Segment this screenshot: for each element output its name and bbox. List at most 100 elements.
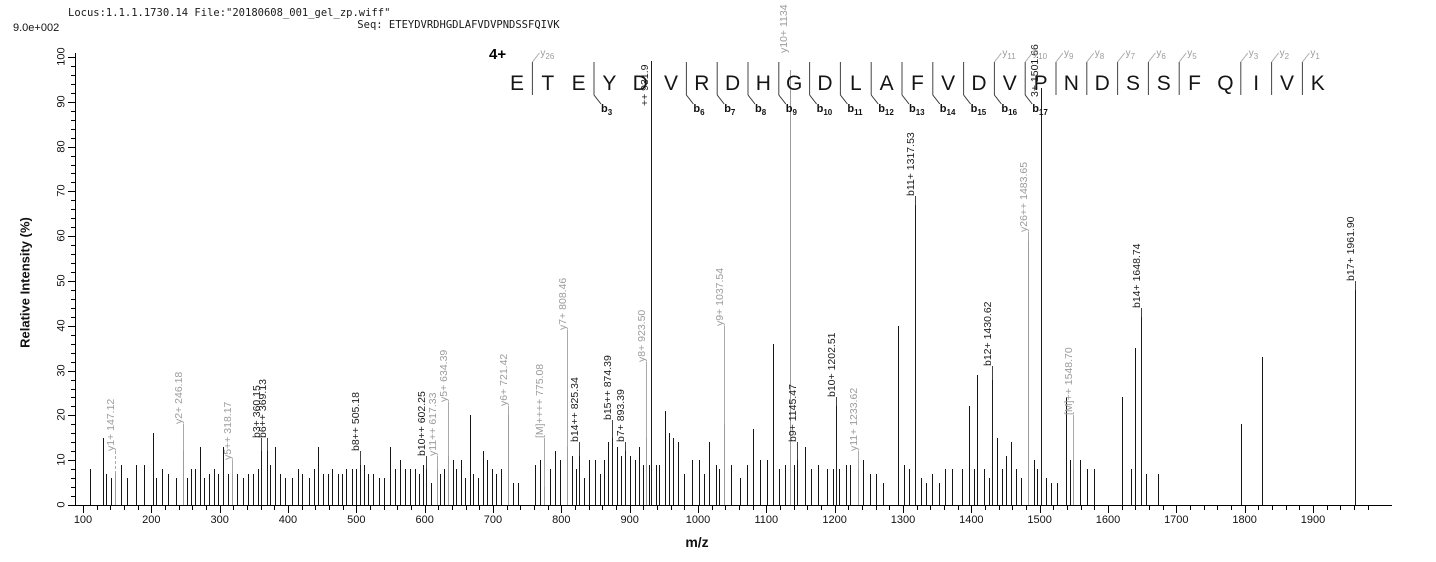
x-axis-tick	[328, 506, 330, 510]
b-ion-tag-9: b9	[785, 103, 797, 118]
peak	[1069, 460, 1071, 505]
b-ion-tag-10: b10	[816, 103, 833, 118]
peak	[195, 469, 197, 505]
b-ion-tag-17: b17	[1032, 103, 1048, 118]
peak-b	[1040, 88, 1042, 505]
x-axis-tick	[369, 506, 371, 510]
label-leader-line	[544, 437, 546, 488]
x-axis-tick	[615, 506, 617, 510]
x-axis-tick	[506, 506, 508, 510]
y-axis-tick	[68, 146, 75, 148]
peak	[464, 478, 466, 505]
peak-y	[182, 451, 184, 505]
x-axis-tick	[410, 506, 412, 510]
peak	[1021, 478, 1023, 505]
peak	[620, 455, 622, 505]
peak	[608, 442, 610, 505]
peak	[208, 473, 210, 505]
peak	[419, 473, 421, 505]
y-axis-tick	[68, 191, 75, 193]
y-axis-tick	[71, 83, 75, 85]
peak	[1045, 478, 1047, 505]
x-axis-tick	[656, 506, 658, 510]
label-leader-line	[645, 361, 647, 438]
peak	[1016, 469, 1018, 505]
peak	[247, 473, 249, 505]
peak	[583, 478, 585, 505]
x-axis-tick	[315, 506, 317, 510]
x-axis-tick	[1135, 506, 1137, 510]
x-axis-tick	[1012, 506, 1014, 510]
x-axis-tick	[342, 506, 344, 510]
x-axis-tick	[643, 506, 645, 510]
peak	[1006, 455, 1008, 505]
peak	[794, 464, 796, 505]
peak	[604, 460, 606, 505]
y-ion-tag-10: y10	[1033, 48, 1048, 61]
x-axis-tick	[397, 506, 399, 510]
x-axis-tick	[1025, 506, 1027, 510]
x-axis-tick	[123, 506, 125, 510]
x-axis-tick	[1326, 506, 1328, 510]
x-axis-tick	[1176, 506, 1178, 513]
peak-M	[544, 487, 546, 505]
peak	[351, 469, 353, 505]
x-axis-tick	[233, 506, 235, 510]
label-leader-line	[266, 437, 268, 452]
peak	[555, 451, 557, 505]
peak	[440, 473, 442, 505]
x-axis-tick	[520, 506, 522, 510]
peak-y	[567, 446, 569, 505]
y-axis-tick	[71, 424, 75, 426]
y-axis-tick	[71, 245, 75, 247]
y-axis-tick	[71, 227, 75, 229]
peak	[430, 482, 432, 505]
residue-23: F	[1188, 72, 1201, 95]
peak	[643, 464, 645, 505]
x-axis-tick	[629, 506, 631, 513]
peak	[784, 464, 786, 505]
peak	[818, 464, 820, 505]
b-ion-tag-15: b15	[970, 103, 987, 118]
peak	[203, 478, 205, 505]
label-leader-line	[1072, 415, 1074, 470]
x-axis-tick	[670, 506, 672, 510]
peak	[549, 469, 551, 505]
x-axis-tick	[820, 506, 822, 510]
peak-y	[507, 415, 509, 505]
peak	[575, 469, 577, 505]
peak	[572, 455, 574, 505]
residue-10: G	[786, 72, 803, 95]
y-ion-tag-9: y9	[1064, 48, 1074, 61]
x-axis-tick	[301, 506, 303, 510]
residue-16: D	[971, 72, 987, 95]
b-ion-tag-11: b11	[847, 103, 863, 118]
residue-24: Q	[1217, 72, 1234, 95]
y-axis-tick	[71, 263, 75, 265]
residue-8: D	[725, 72, 741, 95]
peak	[89, 469, 91, 505]
peak-M	[1072, 469, 1074, 505]
peak	[1146, 473, 1148, 505]
peak	[559, 460, 561, 505]
peak	[767, 460, 768, 505]
y-axis-tick	[71, 361, 75, 363]
y-axis-tick	[71, 128, 75, 130]
y-axis-tick	[71, 442, 75, 444]
residue-26: V	[1279, 72, 1294, 95]
peak	[589, 460, 591, 505]
y-axis-tick	[71, 137, 75, 139]
peak-b	[426, 469, 428, 505]
peak	[275, 446, 277, 505]
seq-value: ETEYDVRDHGDLAFVDVPNDSSFQIVK	[388, 19, 560, 31]
x-axis-tick-label: 200	[142, 514, 161, 526]
peak	[223, 446, 225, 505]
peak-b	[651, 61, 653, 505]
peak	[456, 469, 458, 505]
label-leader-line	[1028, 231, 1030, 241]
y-ion-tag-2: y2	[1279, 48, 1290, 61]
peak	[378, 478, 380, 505]
peak	[337, 473, 339, 505]
peak	[302, 473, 304, 505]
